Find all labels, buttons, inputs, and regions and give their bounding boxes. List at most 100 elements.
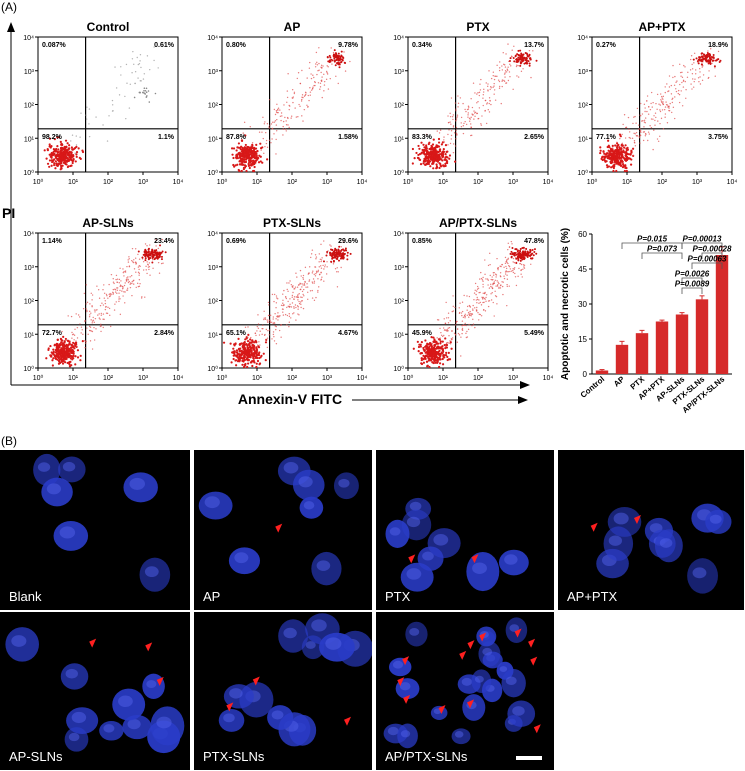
y-tick-label: 10² <box>394 299 405 306</box>
y-tick-label: 10² <box>394 103 405 110</box>
red-arrowhead-icon <box>156 676 164 686</box>
red-arrowhead-icon <box>471 554 479 564</box>
quadrant-upper-left: 0.85% <box>412 238 433 245</box>
y-tick-label: 10³ <box>394 265 405 272</box>
fluorescence-image-label: AP+PTX <box>567 589 618 604</box>
flow-plot-title: PTX <box>466 20 489 34</box>
red-arrowhead-icon <box>145 642 153 652</box>
flow-dots <box>45 238 167 368</box>
y-tick-label: 10⁴ <box>23 35 34 42</box>
quadrant-upper-left: 0.34% <box>412 42 433 49</box>
x-axis-arrow <box>520 381 530 389</box>
y-tick-label: 10¹ <box>24 136 35 143</box>
fluorescence-image: AP <box>194 450 372 610</box>
bar-y-axis-label: Apoptotic and necrotic cells (%) <box>560 228 571 380</box>
y-tick-label: 10³ <box>394 69 405 76</box>
significance-label: P=0.0026 <box>675 270 710 279</box>
y-tick-label: 10² <box>578 103 589 110</box>
bar <box>675 314 689 374</box>
flow-plot-title: AP <box>284 20 301 34</box>
flow-dots <box>43 46 159 171</box>
quadrant-lower-right: 1.58% <box>338 134 359 141</box>
y-tick-label: 10⁴ <box>393 35 404 42</box>
quadrant-lower-right: 1.1% <box>158 134 175 141</box>
y-tick-label: 10² <box>24 299 35 306</box>
y-tick-label: 10⁴ <box>23 231 34 238</box>
x-axis-label: Annexin-V FITC <box>238 391 342 407</box>
y-tick-label: 10¹ <box>208 136 219 143</box>
red-arrowhead-icon <box>402 656 410 666</box>
fluorescence-image: AP/PTX-SLNs <box>376 612 554 770</box>
fluorescence-image: PTX-SLNs <box>194 612 372 770</box>
quadrant-upper-left: 0.80% <box>226 42 247 49</box>
significance-bracket <box>681 277 703 284</box>
quadrant-upper-right: 9.78% <box>338 42 359 49</box>
x-tick-label: 10⁴ <box>727 179 738 186</box>
flow-plot-title: AP/PTX-SLNs <box>439 216 517 230</box>
x-tick-label: 10³ <box>508 375 519 382</box>
bar-y-tick-label: 0 <box>583 370 588 379</box>
significance-label: P=0.015 <box>637 235 668 244</box>
x-tick-label: 10² <box>103 179 114 186</box>
flow-plot-title: PTX-SLNs <box>263 216 321 230</box>
y-tick-label: 10³ <box>24 69 35 76</box>
red-arrowhead-icon <box>89 638 97 648</box>
red-arrowhead-icon <box>275 523 283 533</box>
bar <box>715 255 729 374</box>
y-tick-label: 10² <box>208 299 219 306</box>
x-tick-label: 10⁴ <box>357 375 368 382</box>
x-tick-label: 10³ <box>138 375 149 382</box>
significance-label: P=0.0089 <box>675 280 710 289</box>
quadrant-lower-left: 83.3% <box>412 134 433 141</box>
x-tick-label: 10⁰ <box>587 178 598 186</box>
significance-label: P=0.00028 <box>693 245 732 254</box>
x-tick-label: 10⁴ <box>543 179 554 186</box>
significance-bracket <box>681 242 723 249</box>
red-arrowhead-icon <box>530 656 538 666</box>
quadrant-lower-left: 72.7% <box>42 330 63 337</box>
x-tick-label: 10¹ <box>622 179 633 186</box>
quadrant-upper-right: 18.9% <box>708 42 729 49</box>
bar-chart: 0 15 30 45 60 Apoptotic and necrotic cells (%… <box>560 228 732 415</box>
fluorescence-image: Blank <box>0 450 190 610</box>
quadrant-upper-right: 0.61% <box>154 42 175 49</box>
significance-label: P=0.00063 <box>688 255 727 264</box>
red-arrowhead-icon <box>528 638 536 648</box>
fluorescence-image-label: PTX-SLNs <box>203 749 265 764</box>
x-tick-label: 10¹ <box>438 375 449 382</box>
quadrant-upper-right: 29.6% <box>338 238 359 245</box>
quadrant-lower-right: 3.75% <box>708 134 729 141</box>
y-tick-label: 10⁰ <box>393 169 404 177</box>
x-tick-label: 10³ <box>322 375 333 382</box>
red-arrowhead-icon <box>479 632 487 642</box>
fluorescence-image: AP-SLNs <box>0 612 190 770</box>
significance-bracket <box>681 287 703 294</box>
bar-y-tick-label: 30 <box>578 300 587 309</box>
y-tick-label: 10³ <box>208 69 219 76</box>
flow-plot-title: AP-SLNs <box>82 216 134 230</box>
bar <box>615 344 629 374</box>
bar-y-tick-label: 60 <box>578 230 587 239</box>
x-tick-label: 10² <box>473 179 484 186</box>
quadrant-upper-right: 13.7% <box>524 42 545 49</box>
quadrant-upper-left: 0.087% <box>42 42 67 49</box>
bar <box>655 321 669 374</box>
fluorescence-figure: Blank AP PTX AP+PTX AP-SLNs PTX-SLNs AP/PTX-SL… <box>0 422 745 771</box>
quadrant-upper-right: 23.4% <box>154 238 175 245</box>
quadrant-upper-left: 0.69% <box>226 238 247 245</box>
red-arrowhead-icon <box>590 522 598 532</box>
shared-axis-frame: PI Annexin-V FITC <box>2 22 530 407</box>
x-tick-label: 10⁰ <box>33 178 44 186</box>
x-tick-label: 10² <box>657 179 668 186</box>
x-tick-label: 10³ <box>692 179 703 186</box>
significance-bracket <box>701 252 723 259</box>
bar-category-label: AP <box>612 374 627 388</box>
y-tick-label: 10² <box>208 103 219 110</box>
fluorescence-image: AP+PTX <box>558 450 744 610</box>
y-tick-label: 10⁰ <box>577 169 588 177</box>
